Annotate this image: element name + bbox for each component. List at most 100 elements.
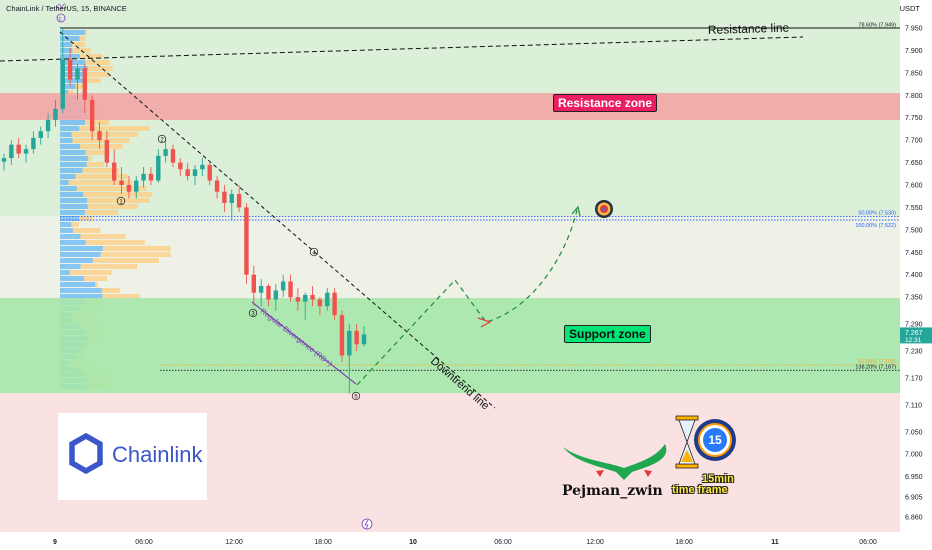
vp-orange-bar <box>79 216 93 221</box>
vp-blue-bar <box>60 198 88 203</box>
candle-body <box>82 68 88 100</box>
vp-blue-bar <box>60 252 101 257</box>
candle-body <box>156 155 161 181</box>
vp-blue-bar <box>60 186 77 191</box>
svg-text:c: c <box>59 17 62 23</box>
vp-orange-bar <box>85 240 145 245</box>
vp-orange-bar <box>85 60 111 65</box>
candle-body <box>236 193 242 208</box>
candle-body <box>339 315 345 356</box>
chainlink-hexagon-icon <box>69 432 103 475</box>
vp-blue-bar <box>60 150 86 155</box>
candle-body <box>9 144 14 159</box>
candle-body <box>141 173 146 181</box>
candle-body <box>192 169 198 177</box>
vp-blue-bar <box>60 210 85 215</box>
vp-orange-bar <box>79 54 103 59</box>
vp-orange-bar <box>69 270 112 275</box>
session-marker-icon: c (V) <box>56 4 66 23</box>
event-marker-icon <box>361 518 373 530</box>
price-axis-bg <box>900 0 932 550</box>
projection-path <box>356 209 578 386</box>
candle-body <box>229 193 234 203</box>
wave-marker-5 <box>351 391 361 401</box>
vp-blue-bar <box>60 240 86 245</box>
last-price-label: 7.267 <box>905 330 923 337</box>
time-tick-label: 18:00 <box>675 539 693 546</box>
target-icon <box>595 200 613 218</box>
wave-marker-4 <box>309 247 319 257</box>
vp-blue-bar <box>60 192 84 197</box>
candle-body <box>75 68 80 80</box>
wave-marker-2 <box>157 134 167 144</box>
vp-blue-bar <box>60 168 83 173</box>
vp-orange-bar <box>100 252 171 257</box>
candle-body <box>67 59 73 80</box>
price-tick-label: 7.650 <box>905 160 923 167</box>
vp-orange-bar <box>87 198 150 203</box>
price-tick-label: 7.050 <box>905 429 923 436</box>
chainlink-logo-text: Chainlink <box>112 442 203 467</box>
candle-body <box>288 281 293 298</box>
price-tick-label: 7.550 <box>905 205 923 212</box>
vp-orange-bar <box>75 84 89 89</box>
vp-blue-bar <box>60 126 80 131</box>
vp-blue-bar <box>60 246 103 251</box>
time-tick-label: 06:00 <box>859 539 877 546</box>
time-tick-label: 9 <box>53 539 57 546</box>
timer-number: 15 <box>708 433 722 447</box>
candle-body <box>273 290 279 300</box>
price-tick-label: 7.800 <box>905 93 923 100</box>
vp-orange-bar <box>102 246 171 251</box>
candle-body <box>23 149 29 154</box>
zone-1 <box>0 298 900 394</box>
price-tick-label: 7.500 <box>905 227 923 234</box>
vp-orange-bar <box>72 138 130 143</box>
time-axis: 9 06:00 12:00 18:00 10 06:00 12:00 18:00 11 06:00 <box>0 532 932 550</box>
price-tick-label: 7.900 <box>905 48 923 55</box>
candle-body <box>97 131 102 141</box>
vp-blue-bar <box>60 174 76 179</box>
author-name: Pejman_zwin <box>562 483 663 499</box>
countdown-label: 12:31 <box>905 337 922 344</box>
price-tick-label: 7.450 <box>905 250 923 257</box>
vp-orange-bar <box>101 288 121 293</box>
vp-blue-bar <box>60 30 86 35</box>
candle-body <box>134 180 139 192</box>
price-tick-label: 7.750 <box>905 115 923 122</box>
vp-blue-bar <box>60 132 72 137</box>
time-tick-label: 11 <box>771 539 779 546</box>
zone-0 <box>0 93 900 120</box>
candle-body <box>214 180 220 192</box>
vp-orange-bar <box>68 180 133 185</box>
vp-orange-bar <box>83 192 153 197</box>
candle-body <box>31 137 36 150</box>
candle-body <box>317 299 323 307</box>
resistance-line <box>0 36 804 62</box>
vp-blue-bar <box>60 282 96 287</box>
resistance-zone-label: Resistance zone <box>553 94 658 112</box>
downtrend-line <box>59 31 496 409</box>
vp-orange-bar <box>80 144 123 149</box>
candle-body <box>207 164 212 181</box>
candle-body <box>170 149 176 163</box>
vp-orange-bar <box>75 174 128 179</box>
wave-marker-1 <box>116 196 126 206</box>
fib-label-3: 61.80% (7.199) <box>858 359 896 365</box>
vp-orange-bar <box>87 156 92 161</box>
vp-blue-bar <box>60 42 73 47</box>
vp-blue-bar <box>60 162 87 167</box>
vp-orange-bar <box>83 276 108 281</box>
price-tick-label: 6.950 <box>905 474 923 481</box>
vp-orange-bar <box>85 150 110 155</box>
vp-orange-bar <box>84 210 119 215</box>
time-tick-label: 10 <box>409 539 417 546</box>
price-tick-label: 7.700 <box>905 138 923 145</box>
price-tick-label: 7.950 <box>905 26 923 33</box>
candle-body <box>89 99 95 132</box>
vp-blue-bar <box>60 144 81 149</box>
vp-orange-bar <box>102 294 140 299</box>
candle-body <box>251 274 256 293</box>
candle-body <box>258 285 264 293</box>
